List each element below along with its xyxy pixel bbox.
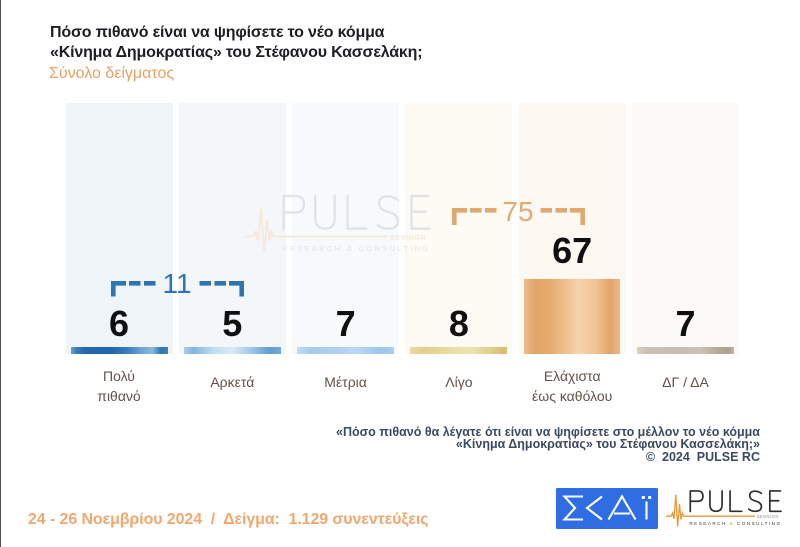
svg-text:SEBNIGN: SEBNIGN xyxy=(757,514,779,519)
svg-text:RESEARCH & CONSULTING: RESEARCH & CONSULTING xyxy=(282,244,430,253)
svg-text:RESEARCH & CONSULTING: RESEARCH & CONSULTING xyxy=(689,521,781,526)
svg-text:SEBNIGN: SEBNIGN xyxy=(390,235,426,242)
